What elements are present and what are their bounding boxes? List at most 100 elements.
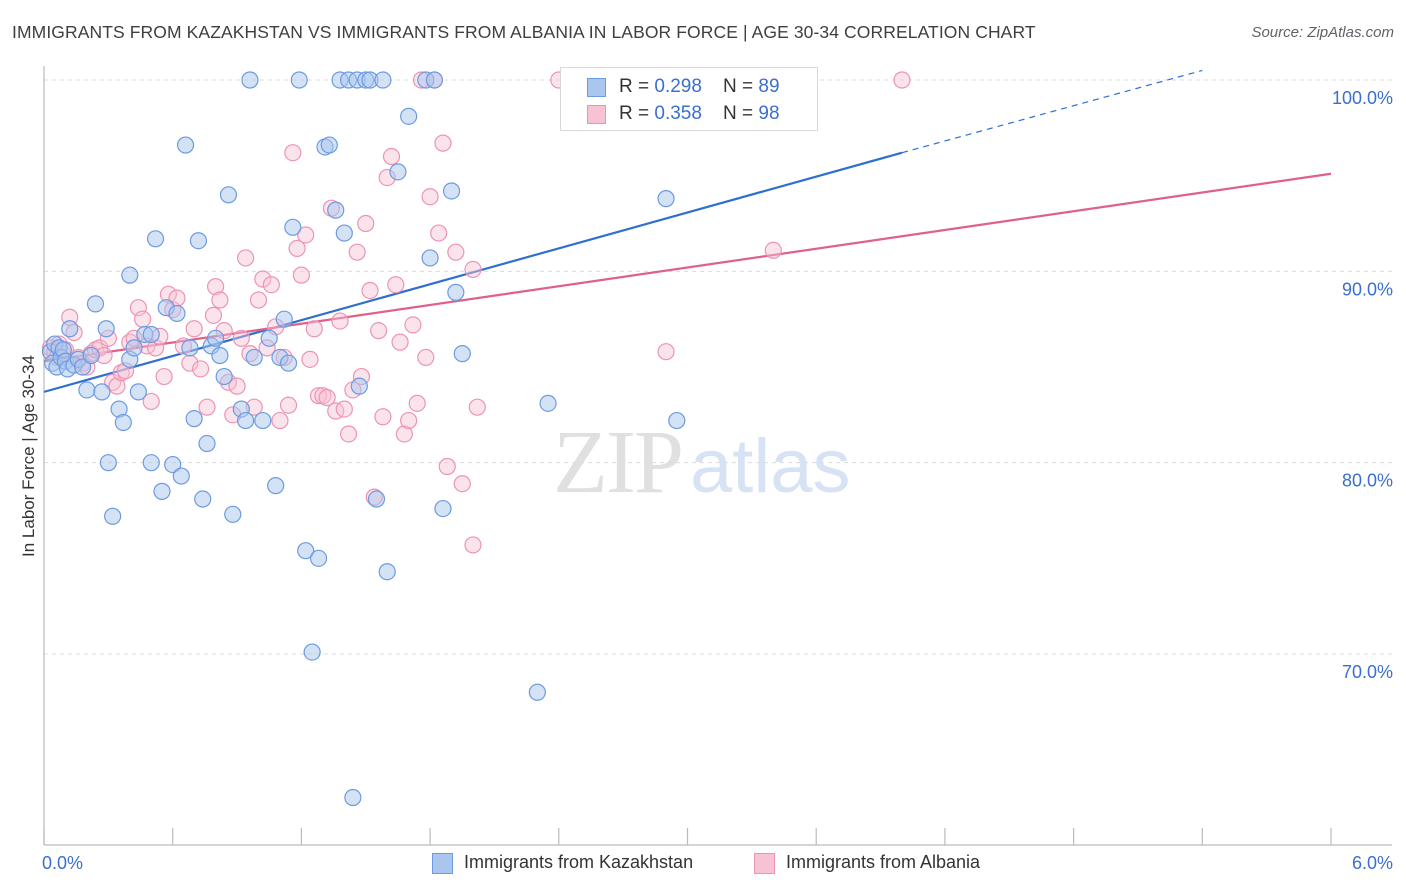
point-kazakhstan [198, 434, 216, 453]
point-albania [198, 398, 216, 416]
point-kazakhstan [185, 410, 203, 428]
point-kazakhstan [142, 325, 160, 344]
point-kazakhstan [539, 394, 557, 412]
point-albania [370, 322, 388, 340]
point-albania [382, 147, 401, 166]
point-albania [284, 144, 302, 162]
point-albania [357, 214, 375, 233]
point-albania [434, 134, 452, 152]
legend-kz-n-value: 89 [758, 76, 780, 97]
watermark: ZIP atlas [553, 413, 851, 512]
point-kazakhstan [421, 249, 439, 267]
point-kazakhstan [99, 454, 117, 472]
x-tick-label: 0.0% [42, 853, 83, 873]
point-albania [417, 348, 435, 367]
tick-labels: 70.0% 80.0% 90.0% 100.0% 0.0% 6.0% [42, 88, 1393, 873]
legend-al-r-value: 0.358 [654, 103, 702, 124]
point-albania [893, 71, 911, 89]
point-albania [232, 329, 250, 347]
point-albania [254, 270, 272, 288]
point-kazakhstan [207, 329, 225, 347]
gridlines [44, 79, 1392, 655]
point-albania [318, 389, 336, 407]
legend-kz-r-value: 0.298 [654, 76, 702, 97]
point-kazakhstan [290, 71, 308, 89]
point-kazakhstan [219, 186, 238, 204]
point-kazakhstan [114, 413, 132, 432]
point-albania [348, 243, 366, 261]
point-albania [262, 276, 280, 294]
point-albania [339, 425, 358, 443]
point-kazakhstan [389, 163, 407, 181]
point-albania [108, 377, 126, 395]
point-kazakhstan [237, 411, 255, 430]
series-kazakhstan [41, 71, 686, 807]
point-albania [301, 350, 319, 368]
point-albania [279, 396, 298, 414]
point-kazakhstan [327, 201, 345, 219]
point-albania [228, 377, 246, 395]
point-kazakhstan [400, 107, 418, 125]
point-kazakhstan [447, 283, 465, 301]
point-kazakhstan [82, 346, 100, 365]
point-kazakhstan [176, 136, 195, 154]
legend-al-r-label: R = [619, 103, 655, 124]
bottom-legend-label-kazakhstan: Immigrants from Kazakhstan [464, 852, 694, 872]
watermark-atlas: atlas [690, 424, 851, 509]
point-kazakhstan [367, 490, 386, 508]
bottom-legend-swatch-kazakhstan [432, 853, 453, 874]
point-kazakhstan [211, 346, 229, 365]
point-kazakhstan [189, 232, 208, 250]
point-kazakhstan [374, 71, 392, 89]
legend-swatch-kazakhstan [587, 78, 606, 97]
point-albania [468, 398, 486, 416]
y-tick-label: 80.0% [1342, 471, 1393, 491]
point-albania [374, 408, 392, 426]
point-albania [185, 320, 203, 338]
point-kazakhstan [284, 218, 302, 236]
point-albania [249, 291, 268, 309]
point-kazakhstan [215, 367, 233, 386]
point-albania [271, 411, 289, 430]
point-albania [421, 188, 439, 206]
point-albania [453, 475, 471, 493]
point-albania [391, 333, 409, 351]
point-kazakhstan [74, 358, 92, 376]
trend-line-kazakhstan-extension [901, 69, 1203, 154]
point-albania [305, 320, 323, 338]
source-label: Source: ZipAtlas.com [1251, 24, 1394, 41]
point-kazakhstan [303, 643, 321, 661]
point-kazakhstan [97, 320, 115, 338]
point-albania [155, 367, 173, 386]
point-kazakhstan [267, 477, 285, 495]
point-kazakhstan [425, 71, 443, 89]
point-albania [288, 239, 306, 257]
point-kazakhstan [129, 383, 147, 401]
point-kazakhstan [153, 482, 171, 500]
point-kazakhstan [93, 383, 111, 401]
point-albania [447, 243, 465, 261]
legend-swatch-albania [587, 105, 606, 124]
point-kazakhstan [254, 411, 272, 430]
chart-title: IMMIGRANTS FROM KAZAKHSTAN VS IMMIGRANTS… [12, 22, 1036, 42]
point-kazakhstan [245, 348, 263, 367]
legend-kz-n-label: N = [723, 76, 759, 97]
legend-al-n-value: 98 [758, 103, 780, 124]
point-kazakhstan [194, 490, 212, 508]
point-kazakhstan [344, 788, 362, 807]
point-albania [237, 249, 255, 267]
point-albania [297, 226, 315, 244]
point-kazakhstan [442, 182, 461, 200]
point-kazakhstan [125, 339, 143, 357]
x-tick-label: 6.0% [1352, 853, 1393, 873]
point-kazakhstan [241, 71, 259, 89]
point-albania [331, 312, 349, 330]
point-kazakhstan [224, 505, 242, 523]
bottom-legend-swatch-albania [754, 853, 775, 874]
point-kazakhstan [320, 136, 338, 154]
point-kazakhstan [172, 467, 190, 485]
legend-al-n-label: N = [723, 103, 759, 124]
point-albania [142, 392, 160, 411]
y-axis-label: In Labor Force | Age 30-34 [19, 355, 38, 557]
